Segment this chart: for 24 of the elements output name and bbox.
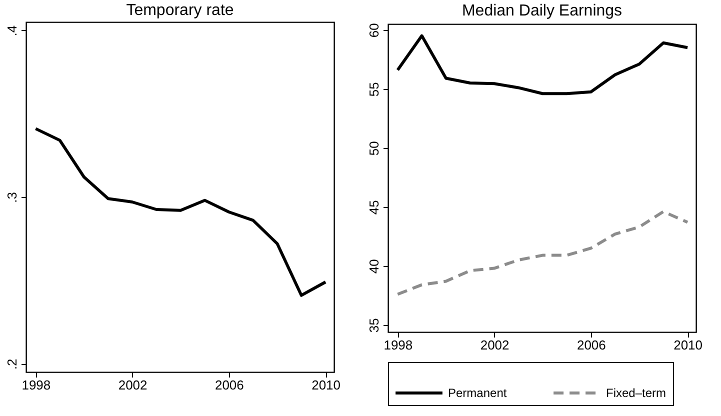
x-tick-label: 2010	[312, 378, 341, 392]
legend-label: Fixed–term	[606, 386, 666, 400]
x-tick-label: 1998	[384, 338, 413, 352]
x-tick-label: 1998	[22, 378, 51, 392]
x-tick-label: 2006	[214, 378, 244, 392]
y-tick-label: 35	[366, 318, 382, 333]
chart-title: Temporary rate	[126, 2, 234, 19]
y-tick-label: .4	[4, 25, 20, 36]
y-tick-label: .2	[4, 358, 20, 370]
x-tick-label: 2006	[576, 338, 606, 352]
line-series	[396, 210, 690, 296]
x-tick-label: 2010	[674, 338, 703, 352]
y-tick-label: 40	[366, 259, 382, 274]
line-series	[396, 34, 690, 96]
x-tick-label: 2002	[480, 338, 510, 352]
y-tick-label: 50	[366, 141, 382, 156]
chart-title: Median Daily Earnings	[462, 2, 622, 20]
y-tick-label: 55	[366, 82, 382, 97]
y-tick-label: .3	[4, 192, 20, 203]
legend-label: Permanent	[448, 386, 508, 400]
y-tick-label: 45	[366, 200, 382, 215]
x-tick-label: 2002	[118, 378, 148, 392]
line-series	[34, 127, 328, 297]
y-tick-label: 60	[366, 23, 382, 38]
